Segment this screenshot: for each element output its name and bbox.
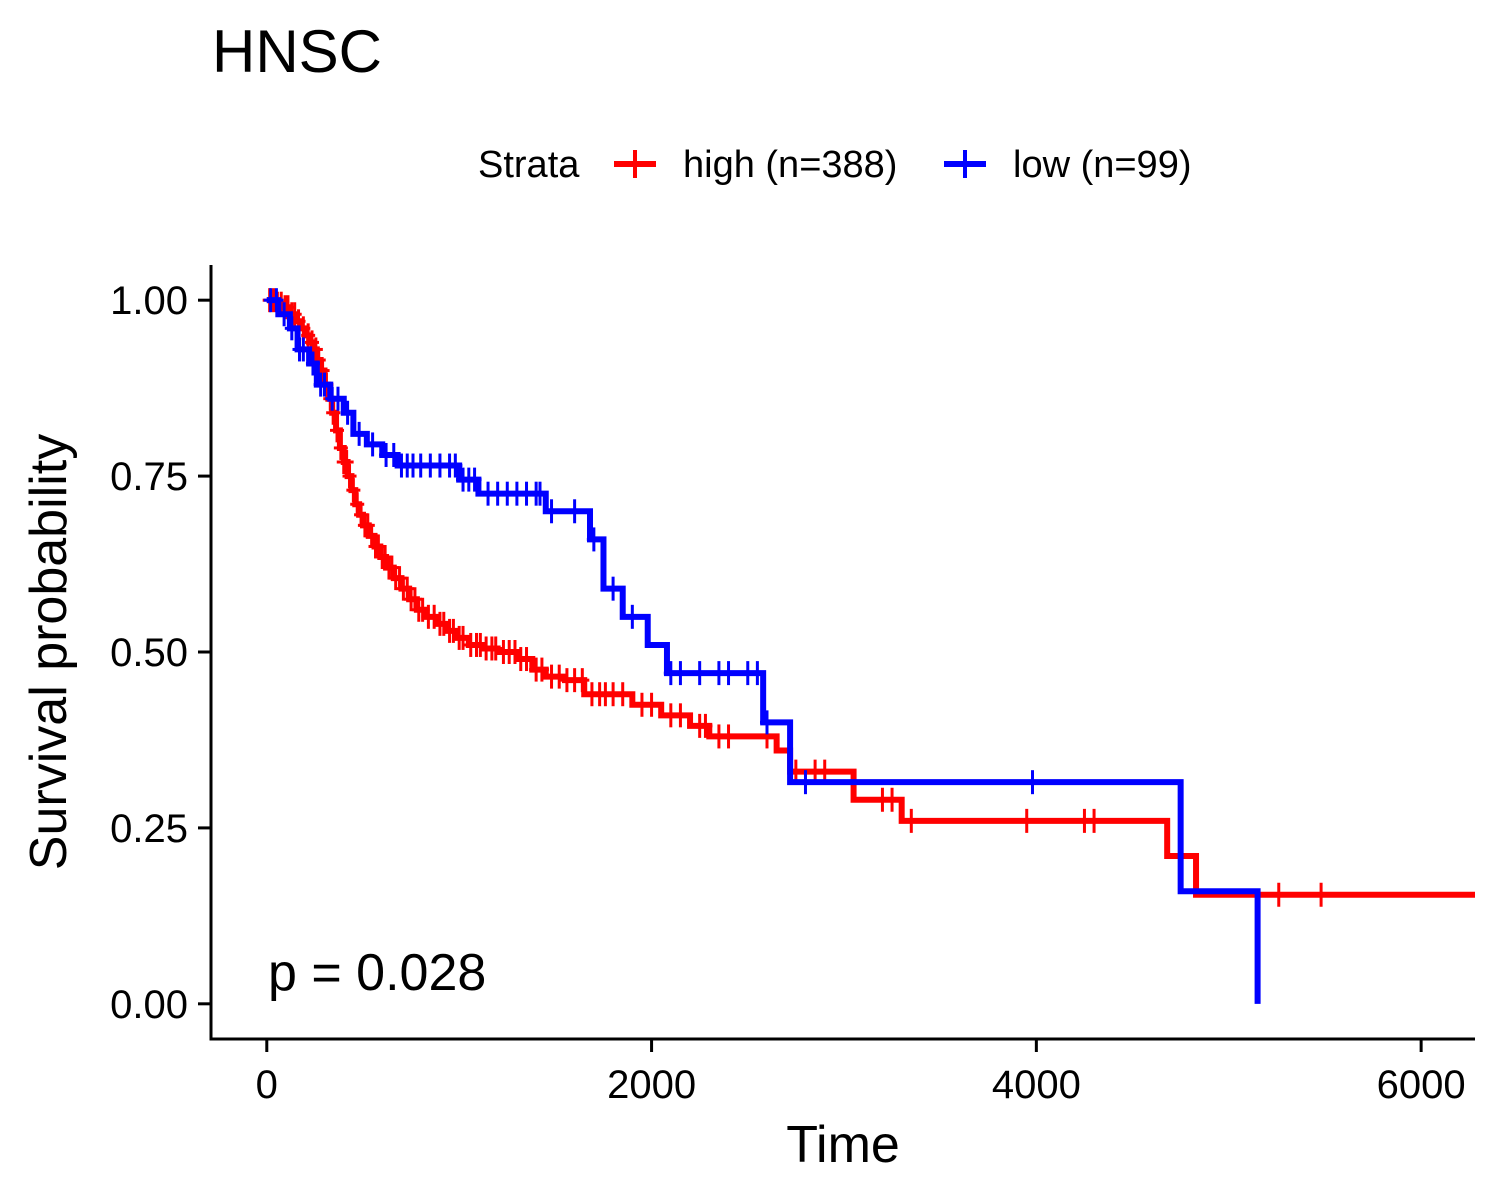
survival-curve-line [266, 297, 1475, 898]
censor-mark [277, 302, 292, 327]
axes: 0 2000 4000 6000 0.00 0.25 0.50 0.75 1.00 [110, 265, 1475, 1107]
censor-mark [721, 661, 736, 686]
censor-mark [365, 432, 380, 457]
censor-mark [673, 703, 688, 728]
censor-mark [269, 288, 284, 313]
series-high [262, 288, 1475, 907]
censor-mark [342, 464, 357, 489]
censor-mark [586, 527, 601, 552]
censor-mark [519, 647, 534, 672]
censor-mark [575, 668, 590, 693]
censor-mark [448, 453, 463, 478]
censor-mark [567, 499, 582, 524]
survival-curve-line [266, 297, 1261, 1004]
censor-mark [386, 442, 401, 467]
censor-mark [340, 400, 355, 425]
censor-mark [552, 664, 567, 689]
y-tick-label: 1.00 [110, 279, 188, 323]
censor-mark [333, 435, 348, 460]
y-axis-title: Survival probability [20, 434, 78, 870]
x-tick-label: 6000 [1377, 1063, 1466, 1107]
censor-mark [305, 351, 320, 376]
legend-label-low: low (n=99) [1013, 144, 1191, 186]
censor-mark [673, 661, 688, 686]
censor-mark [544, 499, 559, 524]
censor-mark [1271, 882, 1286, 907]
censor-mark [317, 372, 332, 397]
censor-mark [330, 386, 345, 411]
censor-mark [750, 661, 765, 686]
censor-mark [296, 337, 311, 362]
censor-mark [1025, 770, 1040, 795]
censor-mark [644, 692, 659, 717]
censor-mark [798, 770, 813, 795]
series-low [263, 288, 1261, 1004]
censor-mark [346, 478, 361, 503]
x-tick-label: 0 [256, 1063, 278, 1107]
censor-mark [625, 604, 640, 629]
legend: Strata high (n=388) low (n=99) [478, 144, 1191, 186]
plot-area: p = 0.028 [262, 288, 1475, 1004]
chart-title: HNSC [212, 18, 382, 85]
p-value-annotation: p = 0.028 [268, 944, 486, 1002]
censor-mark [339, 450, 354, 475]
censor-mark [692, 661, 707, 686]
censor-mark [760, 710, 775, 735]
y-tick-label: 0.00 [110, 983, 188, 1027]
censor-mark [1019, 808, 1034, 833]
censor-mark [885, 787, 900, 812]
censor-mark [534, 657, 549, 682]
censor-mark [330, 418, 345, 443]
censor-mark [606, 576, 621, 601]
censor-mark [488, 636, 503, 661]
y-tick-label: 0.75 [110, 455, 188, 499]
censor-mark [467, 467, 482, 492]
legend-key-low [944, 150, 986, 178]
censor-mark [1087, 808, 1102, 833]
legend-label-high: high (n=388) [683, 144, 897, 186]
x-tick-label: 4000 [992, 1063, 1081, 1107]
censor-mark [1314, 882, 1329, 907]
x-tick-label: 2000 [607, 1063, 696, 1107]
censor-mark [284, 316, 299, 341]
legend-title: Strata [478, 144, 580, 186]
censor-mark [698, 713, 713, 738]
censor-mark [456, 625, 471, 650]
y-tick-label: 0.25 [110, 807, 188, 851]
censor-mark [532, 481, 547, 506]
censor-mark [615, 682, 630, 707]
legend-key-high [614, 150, 656, 178]
censor-mark [352, 421, 367, 446]
censor-mark [721, 724, 736, 749]
y-tick-label: 0.50 [110, 631, 188, 675]
censor-mark [904, 808, 919, 833]
x-axis-title: Time [786, 1116, 900, 1174]
